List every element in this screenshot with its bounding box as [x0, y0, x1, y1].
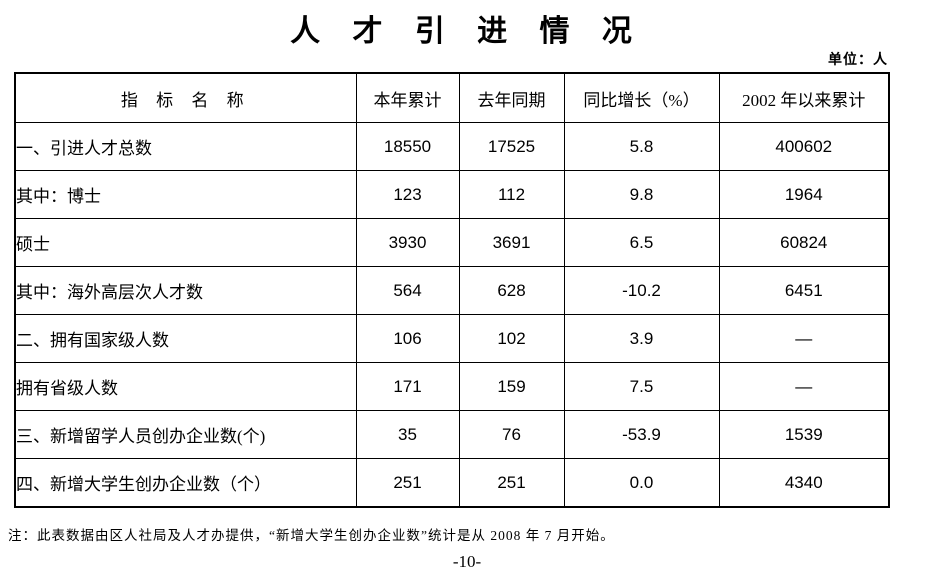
col-header-indicator-name: 指 标 名 称	[14, 72, 357, 123]
cell-since-2002: 1539	[718, 410, 890, 459]
cell-last-year: 76	[458, 410, 565, 459]
cell-last-year: 159	[458, 362, 565, 411]
cell-yoy-growth: 7.5	[563, 362, 720, 411]
table-row: 其中：海外高层次人才数 564 628 -10.2 6451	[14, 266, 890, 315]
table-row: 硕士 3930 3691 6.5 60824	[14, 218, 890, 267]
row-label: 三、新增留学人员创办企业数(个)	[14, 410, 357, 459]
table-row: 其中：博士 123 112 9.8 1964	[14, 170, 890, 219]
cell-current-year: 564	[355, 266, 460, 315]
row-label: 一、引进人才总数	[14, 122, 357, 171]
unit-label: 单位：人	[828, 53, 888, 68]
cell-since-2002: 4340	[718, 458, 890, 508]
row-label: 其中：博士	[14, 170, 357, 219]
table-row: 三、新增留学人员创办企业数(个) 35 76 -53.9 1539	[14, 410, 890, 459]
cell-since-2002: —	[718, 362, 890, 411]
col-header-last-year-same-period: 去年同期	[458, 72, 565, 123]
cell-since-2002: 6451	[718, 266, 890, 315]
cell-current-year: 171	[355, 362, 460, 411]
page-title: 人 才 引 进 情 况	[290, 15, 644, 48]
table-row: 四、新增大学生创办企业数（个） 251 251 0.0 4340	[14, 458, 890, 508]
row-label: 二、拥有国家级人数	[14, 314, 357, 363]
table-row: 二、拥有国家级人数 106 102 3.9 —	[14, 314, 890, 363]
table-row: 一、引进人才总数 18550 17525 5.8 400602	[14, 122, 890, 171]
row-label: 四、新增大学生创办企业数（个）	[14, 458, 357, 508]
page-number: -10-	[452, 552, 482, 571]
cell-yoy-growth: 3.9	[563, 314, 720, 363]
cell-last-year: 251	[458, 458, 565, 508]
cell-yoy-growth: -53.9	[563, 410, 720, 459]
cell-since-2002: —	[718, 314, 890, 363]
talent-introduction-table: 指 标 名 称 本年累计 去年同期 同比增长（%） 2002 年以来累计 一、引…	[14, 72, 890, 508]
footnote: 注：此表数据由区人社局及人才办提供，“新增大学生创办企业数”统计是从 2008 …	[8, 528, 615, 543]
cell-current-year: 251	[355, 458, 460, 508]
cell-yoy-growth: 5.8	[563, 122, 720, 171]
cell-last-year: 628	[458, 266, 565, 315]
cell-current-year: 123	[355, 170, 460, 219]
col-header-yoy-growth: 同比增长（%）	[563, 72, 720, 123]
col-header-since-2002-total: 2002 年以来累计	[718, 72, 890, 123]
cell-yoy-growth: 6.5	[563, 218, 720, 267]
cell-since-2002: 400602	[718, 122, 890, 171]
cell-yoy-growth: 0.0	[563, 458, 720, 508]
cell-last-year: 3691	[458, 218, 565, 267]
cell-last-year: 112	[458, 170, 565, 219]
row-label: 其中：海外高层次人才数	[14, 266, 357, 315]
cell-current-year: 18550	[355, 122, 460, 171]
cell-yoy-growth: 9.8	[563, 170, 720, 219]
table-row: 拥有省级人数 171 159 7.5 —	[14, 362, 890, 411]
header-row: 指 标 名 称 本年累计 去年同期 同比增长（%） 2002 年以来累计	[14, 72, 890, 123]
cell-last-year: 17525	[458, 122, 565, 171]
cell-yoy-growth: -10.2	[563, 266, 720, 315]
col-header-current-year-total: 本年累计	[355, 72, 460, 123]
cell-current-year: 35	[355, 410, 460, 459]
cell-since-2002: 1964	[718, 170, 890, 219]
cell-last-year: 102	[458, 314, 565, 363]
cell-current-year: 106	[355, 314, 460, 363]
row-label: 硕士	[14, 218, 357, 267]
cell-since-2002: 60824	[718, 218, 890, 267]
cell-current-year: 3930	[355, 218, 460, 267]
row-label: 拥有省级人数	[14, 362, 357, 411]
